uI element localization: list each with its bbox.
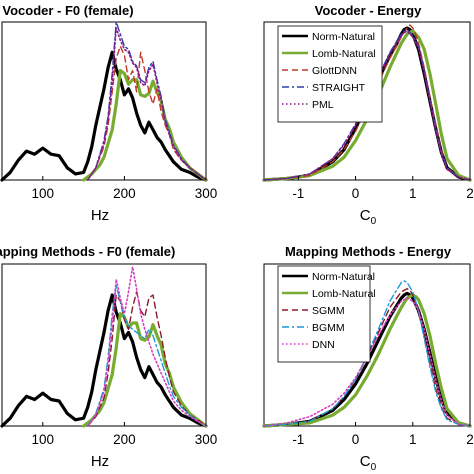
series-line-2 <box>86 45 207 181</box>
panel-vocoder-f0: Vocoder - F0 (female) 100 200 300 Hz <box>0 3 218 224</box>
axes-frame <box>1 263 207 427</box>
series-line-norm-natural <box>262 291 472 428</box>
panel-vocoder-energy: Vocoder - Energy -1 0 1 2 C0 Norm-Natural Lo… <box>262 3 474 227</box>
panel-mapping-energy: Mapping Methods - Energy -1 0 1 2 C0 Norm-N… <box>262 244 474 473</box>
x-tick-label: 100 <box>32 186 55 201</box>
series-line-3 <box>86 21 207 181</box>
legend-label: BGMM <box>312 322 345 334</box>
legend-label: Norm-Natural <box>312 271 375 283</box>
series-line-bgmm <box>263 280 471 427</box>
x-tick-label: 1 <box>409 186 417 201</box>
series-line-0 <box>0 293 208 428</box>
legend-label: PML <box>312 99 334 111</box>
x-tick-label: -1 <box>292 186 304 201</box>
x-tick-label: 300 <box>195 432 218 447</box>
legend-label: SGMM <box>312 305 345 317</box>
x-tick-label: 1 <box>409 432 417 447</box>
legend-label: DNN <box>312 339 335 351</box>
x-tick-label: 100 <box>32 432 55 447</box>
series-line-2 <box>86 291 207 427</box>
x-tick-label: 0 <box>352 186 360 201</box>
series-line-lomb-natural <box>262 29 472 182</box>
x-axis-label: Hz <box>91 207 109 224</box>
legend-label: Lomb-Natural <box>312 48 376 60</box>
panel-title: Mapping Methods - Energy <box>285 244 452 259</box>
series-line-3 <box>86 284 207 427</box>
axes-frame <box>1 21 207 181</box>
legend: Norm-Natural Lomb-Natural GlottDNN STRAIGHT… <box>277 25 383 123</box>
x-tick-label: 0 <box>352 432 360 447</box>
panel-mapping-f0: Mapping Methods - F0 (female) 100 200 300 … <box>0 244 217 470</box>
series-line-1 <box>81 312 208 428</box>
series-line-0 <box>0 50 208 182</box>
x-axis-label: C0 <box>360 453 377 473</box>
axes-frame <box>263 263 471 427</box>
x-tick-label: 200 <box>113 432 136 447</box>
x-tick-label: 2 <box>466 432 474 447</box>
series-line-4 <box>86 27 207 181</box>
x-tick-label: 200 <box>113 186 136 201</box>
x-tick-label: -1 <box>292 432 304 447</box>
series-line-glottdnn <box>263 24 471 181</box>
x-axis-label: Hz <box>91 453 109 470</box>
legend-label: STRAIGHT <box>312 82 366 94</box>
axes-frame <box>263 21 471 181</box>
legend-box <box>277 265 371 363</box>
legend-label: GlottDNN <box>312 65 357 77</box>
series-line-4 <box>86 266 207 427</box>
panel-title: Vocoder - F0 (female) <box>2 3 133 18</box>
x-axis-label: C0 <box>360 207 377 227</box>
legend-label: Norm-Natural <box>312 31 375 43</box>
panel-title: Vocoder - Energy <box>315 3 422 18</box>
x-tick-label: 300 <box>195 186 218 201</box>
series-line-dnn <box>263 297 471 427</box>
series-line-1 <box>81 68 208 182</box>
legend: Norm-Natural Lomb-Natural SGMM BGMM DNN <box>277 265 376 363</box>
x-tick-label: 2 <box>466 186 474 201</box>
legend-label: Lomb-Natural <box>312 288 376 300</box>
panel-title: Mapping Methods - F0 (female) <box>0 244 175 259</box>
legend-box <box>277 25 383 123</box>
series-line-pml <box>263 30 471 181</box>
